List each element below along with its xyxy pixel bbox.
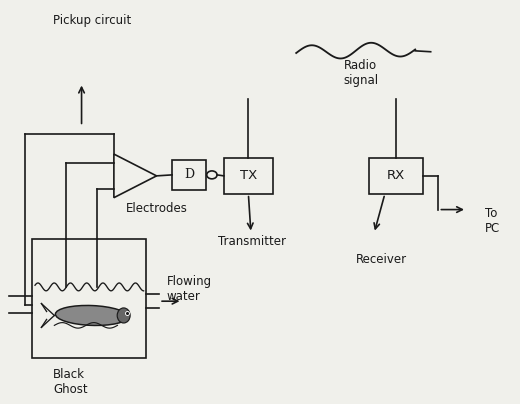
Text: Black
Ghost: Black Ghost bbox=[53, 368, 88, 396]
Text: Radio
signal: Radio signal bbox=[343, 59, 379, 87]
Bar bbox=[172, 160, 206, 190]
Polygon shape bbox=[114, 154, 157, 198]
Ellipse shape bbox=[56, 305, 128, 326]
Text: Receiver: Receiver bbox=[356, 253, 407, 266]
Bar bbox=[369, 158, 423, 194]
Text: D: D bbox=[184, 168, 194, 181]
Text: TX: TX bbox=[240, 169, 257, 182]
Bar bbox=[32, 239, 146, 358]
Text: Pickup circuit: Pickup circuit bbox=[53, 14, 131, 27]
Ellipse shape bbox=[117, 308, 130, 323]
Text: RX: RX bbox=[387, 169, 405, 182]
Text: Electrodes: Electrodes bbox=[125, 202, 187, 215]
Bar bbox=[224, 158, 273, 194]
Text: Flowing
water: Flowing water bbox=[167, 275, 212, 303]
Text: Transmitter: Transmitter bbox=[218, 236, 286, 248]
Text: To
PC: To PC bbox=[485, 208, 500, 236]
